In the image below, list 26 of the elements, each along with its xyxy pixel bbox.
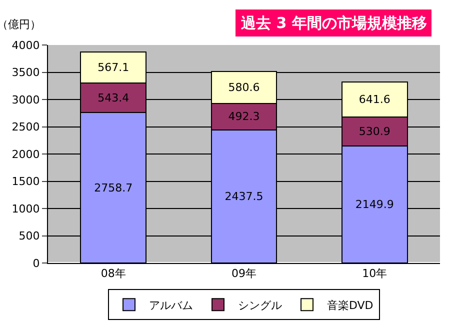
y-tick-label: 1500: [12, 175, 40, 188]
data-label: 530.9: [358, 124, 390, 138]
data-label: 2149.9: [355, 198, 394, 211]
data-label: 641.6: [358, 92, 390, 106]
x-tick-label: 08年: [100, 267, 126, 280]
y-tick-label: 500: [18, 230, 40, 243]
x-tick-label: 09年: [232, 267, 256, 280]
y-tick-label: 2500: [12, 120, 40, 134]
legend-label: 音楽DVD: [327, 298, 374, 312]
legend-label: シングル: [238, 298, 282, 312]
y-tick-label: 3500: [12, 66, 40, 80]
x-tick-label: 10年: [362, 267, 388, 280]
data-label: 580.6: [228, 81, 260, 94]
data-label: 2437.5: [224, 190, 264, 204]
data-label: 2758.7: [94, 181, 133, 194]
y-tick-label: 2000: [12, 148, 40, 161]
y-tick-label: 1000: [12, 202, 40, 216]
data-label: 543.4: [98, 91, 130, 104]
y-axis-title: （億円）: [0, 18, 41, 31]
legend-label: アルバム: [149, 298, 193, 312]
y-tick-label: 0: [32, 256, 40, 270]
chart-title: 過去 3 年間の市場規模推移: [240, 14, 427, 32]
data-label: 492.3: [228, 110, 260, 124]
data-label: 567.1: [98, 61, 130, 74]
y-tick-label: 3000: [12, 93, 40, 106]
y-tick-label: 4000: [12, 38, 40, 52]
